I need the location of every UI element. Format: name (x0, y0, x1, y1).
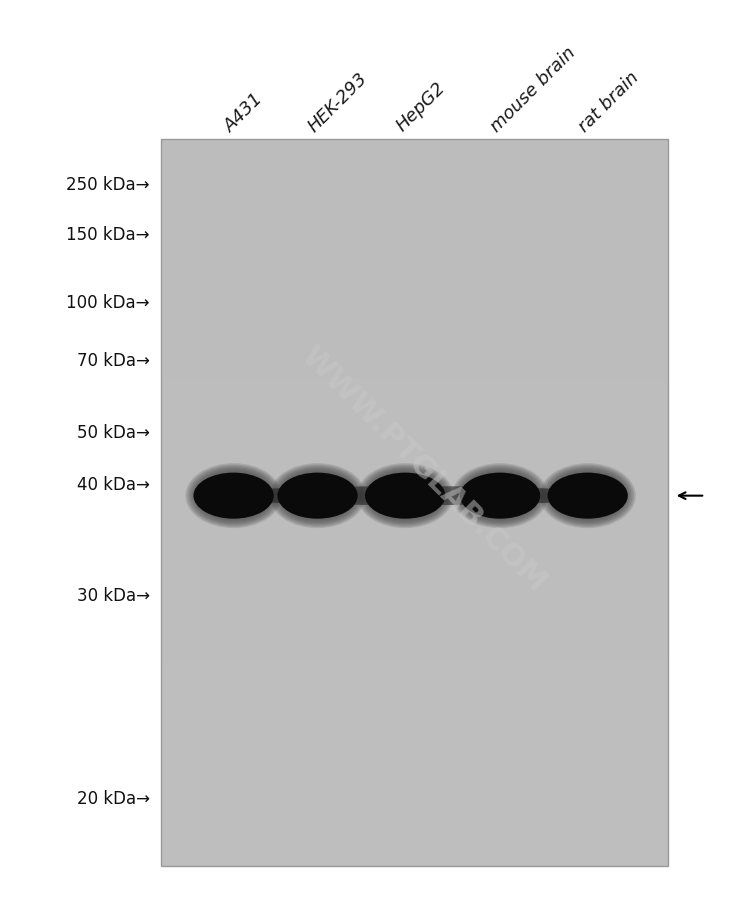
Ellipse shape (461, 472, 539, 520)
Ellipse shape (192, 469, 275, 523)
Ellipse shape (377, 479, 434, 513)
Text: HEK-293: HEK-293 (305, 69, 371, 135)
Text: HepG2: HepG2 (393, 79, 449, 135)
Ellipse shape (201, 476, 266, 516)
Text: 250 kDa→: 250 kDa→ (66, 176, 150, 194)
Text: mouse brain: mouse brain (488, 43, 580, 135)
Ellipse shape (460, 470, 540, 522)
Ellipse shape (562, 482, 613, 511)
Ellipse shape (472, 479, 529, 513)
Text: 50 kDa→: 50 kDa→ (77, 424, 150, 442)
Ellipse shape (208, 482, 259, 511)
Ellipse shape (561, 481, 615, 511)
Ellipse shape (289, 479, 346, 513)
Ellipse shape (366, 472, 444, 520)
Ellipse shape (464, 473, 537, 520)
Text: 70 kDa→: 70 kDa→ (77, 352, 150, 370)
Ellipse shape (191, 467, 277, 525)
Ellipse shape (274, 467, 361, 525)
Ellipse shape (452, 464, 548, 529)
Ellipse shape (272, 466, 363, 526)
Ellipse shape (453, 465, 547, 528)
Ellipse shape (372, 475, 439, 517)
Ellipse shape (193, 473, 274, 519)
Ellipse shape (193, 470, 274, 522)
Ellipse shape (362, 467, 448, 525)
Ellipse shape (288, 478, 347, 514)
Text: rat brain: rat brain (575, 68, 642, 135)
Ellipse shape (554, 475, 621, 517)
Ellipse shape (458, 469, 542, 523)
Ellipse shape (283, 474, 353, 519)
Ellipse shape (369, 473, 442, 520)
Ellipse shape (285, 476, 350, 516)
Ellipse shape (364, 469, 447, 523)
Ellipse shape (539, 464, 636, 529)
Ellipse shape (548, 473, 628, 519)
Ellipse shape (549, 472, 626, 520)
Ellipse shape (204, 478, 264, 514)
Ellipse shape (207, 481, 261, 511)
Ellipse shape (277, 470, 358, 522)
Ellipse shape (559, 479, 616, 513)
Ellipse shape (460, 473, 540, 519)
Ellipse shape (365, 470, 445, 522)
Ellipse shape (556, 476, 620, 516)
Ellipse shape (470, 478, 530, 514)
Ellipse shape (474, 482, 526, 511)
Ellipse shape (281, 473, 354, 520)
Ellipse shape (357, 464, 453, 529)
Ellipse shape (277, 473, 358, 519)
Text: A431: A431 (221, 89, 266, 135)
Ellipse shape (188, 466, 279, 526)
Ellipse shape (291, 481, 345, 511)
Ellipse shape (185, 464, 282, 529)
Ellipse shape (380, 482, 431, 511)
Ellipse shape (284, 475, 351, 517)
Ellipse shape (466, 475, 534, 517)
Ellipse shape (201, 486, 620, 505)
Ellipse shape (457, 467, 543, 525)
Text: WWW.PTGLAB.COM: WWW.PTGLAB.COM (295, 341, 552, 597)
Ellipse shape (373, 476, 437, 516)
Ellipse shape (465, 474, 535, 519)
Ellipse shape (292, 482, 343, 511)
Ellipse shape (548, 470, 628, 522)
Ellipse shape (195, 472, 272, 520)
Ellipse shape (276, 469, 359, 523)
Ellipse shape (468, 476, 532, 516)
Text: 100 kDa→: 100 kDa→ (66, 293, 150, 311)
Ellipse shape (370, 474, 440, 519)
Ellipse shape (542, 466, 633, 526)
Ellipse shape (545, 467, 631, 525)
Ellipse shape (378, 481, 432, 511)
Ellipse shape (473, 481, 527, 511)
Ellipse shape (541, 465, 634, 528)
Ellipse shape (358, 465, 452, 528)
Ellipse shape (455, 466, 545, 526)
Ellipse shape (205, 479, 262, 513)
Ellipse shape (271, 465, 364, 528)
Ellipse shape (187, 465, 280, 528)
Text: 30 kDa→: 30 kDa→ (77, 586, 150, 604)
Ellipse shape (269, 464, 366, 529)
Ellipse shape (553, 474, 623, 519)
Bar (161, 140, 668, 866)
Ellipse shape (551, 473, 624, 520)
Ellipse shape (365, 473, 445, 519)
Ellipse shape (200, 475, 267, 517)
Text: 20 kDa→: 20 kDa→ (77, 789, 150, 807)
Ellipse shape (558, 478, 618, 514)
Ellipse shape (546, 469, 629, 523)
Text: 150 kDa→: 150 kDa→ (66, 226, 150, 244)
Ellipse shape (197, 473, 270, 520)
Ellipse shape (279, 472, 356, 520)
Ellipse shape (199, 474, 269, 519)
Ellipse shape (360, 466, 450, 526)
Text: 40 kDa→: 40 kDa→ (77, 475, 150, 493)
Ellipse shape (375, 478, 435, 514)
